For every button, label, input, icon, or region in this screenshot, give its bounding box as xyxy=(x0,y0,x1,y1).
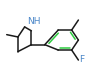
Text: NH: NH xyxy=(27,17,40,26)
Text: F: F xyxy=(80,55,85,64)
